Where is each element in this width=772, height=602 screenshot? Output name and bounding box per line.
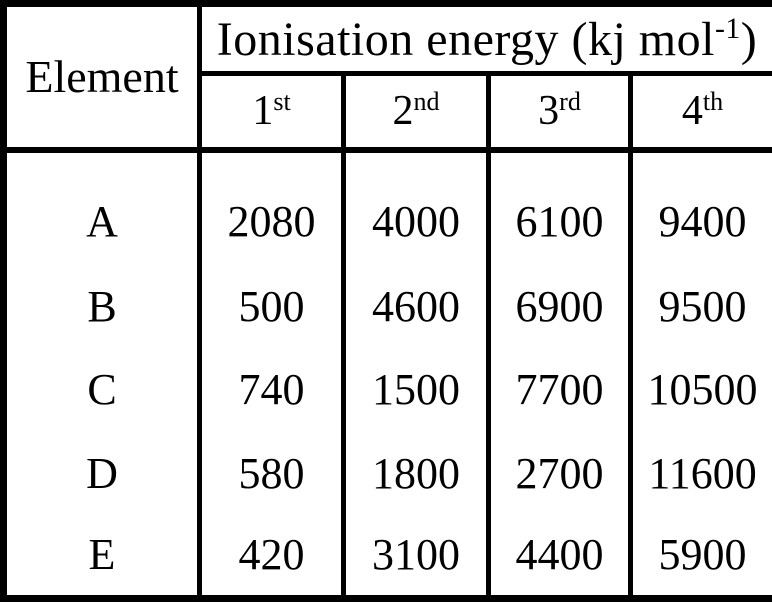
table-row-E: E 420 3100 4400 5900 [4, 514, 772, 599]
ionisation-value-cell: 6900 [486, 264, 631, 348]
element-label-cell: D [86, 448, 118, 498]
table-row-A: A 2080 4000 6100 9400 [4, 149, 772, 265]
element-label-cell: C [87, 365, 117, 415]
element-column-header: Element [3, 3, 202, 153]
ionisation-value-cell: 1500 [341, 347, 489, 432]
column-ordinal-number: 3 [538, 88, 560, 135]
ionisation-value-cell: 7700 [486, 347, 631, 432]
column-ordinal-number: 1 [252, 88, 274, 135]
column-header-1st: 1st [197, 73, 344, 153]
ionisation-value-cell: 500 [197, 264, 344, 348]
table-row-B: B 500 4600 6900 9500 [4, 264, 772, 348]
title-superscript: -1 [714, 12, 741, 46]
ionisation-value-cell: 11600 [627, 431, 772, 515]
column-ordinal-number: 4 [681, 88, 703, 135]
ionisation-value-cell: 10500 [627, 347, 772, 432]
title-text: Ionisation energy (kj mol [216, 12, 715, 66]
ionisation-value-cell: 6100 [486, 149, 631, 265]
ionisation-value-cell: 4600 [341, 264, 489, 348]
ionisation-value-cell: 9500 [627, 264, 772, 348]
column-ordinal-number: 2 [392, 88, 414, 135]
ionisation-value-cell: 2700 [486, 431, 631, 515]
ionisation-value-cell: 1800 [341, 431, 489, 515]
ionisation-value-cell: 9400 [627, 149, 772, 265]
element-label-cell: A [86, 196, 118, 246]
header-row-title: Element Ionisation energy (kj mol-1) [3, 3, 772, 153]
ionisation-value-cell: 5900 [627, 514, 772, 599]
column-ordinal-suffix: rd [559, 86, 581, 116]
ionisation-value-cell: 740 [197, 347, 344, 432]
table-row-C: C 740 1500 7700 10500 [4, 347, 772, 432]
ionisation-value-cell: 2080 [197, 149, 344, 265]
element-label-cell: B [87, 281, 117, 331]
column-ordinal-suffix: st [273, 86, 291, 116]
ionisation-value-cell: 420 [197, 514, 344, 599]
element-label-cell: E [88, 530, 116, 580]
ionisation-value-cell: 4000 [341, 149, 489, 265]
title-close-paren: ) [740, 12, 758, 66]
column-header-4th: 4th [627, 73, 772, 153]
column-header-3rd: 3rd [486, 73, 631, 153]
ionisation-value-cell: 3100 [341, 514, 489, 599]
header-row-ordinals: 1st 2nd 3rd 4th [4, 73, 772, 153]
ionisation-value-cell: 4400 [486, 514, 631, 599]
column-ordinal-suffix: th [702, 86, 724, 116]
table-row-D: D 580 1800 2700 11600 [4, 431, 772, 515]
ionisation-energy-header: Ionisation energy (kj mol-1) [196, 3, 772, 76]
ionisation-value-cell: 580 [197, 431, 344, 515]
column-header-2nd: 2nd [341, 73, 489, 153]
column-ordinal-suffix: nd [413, 86, 440, 116]
